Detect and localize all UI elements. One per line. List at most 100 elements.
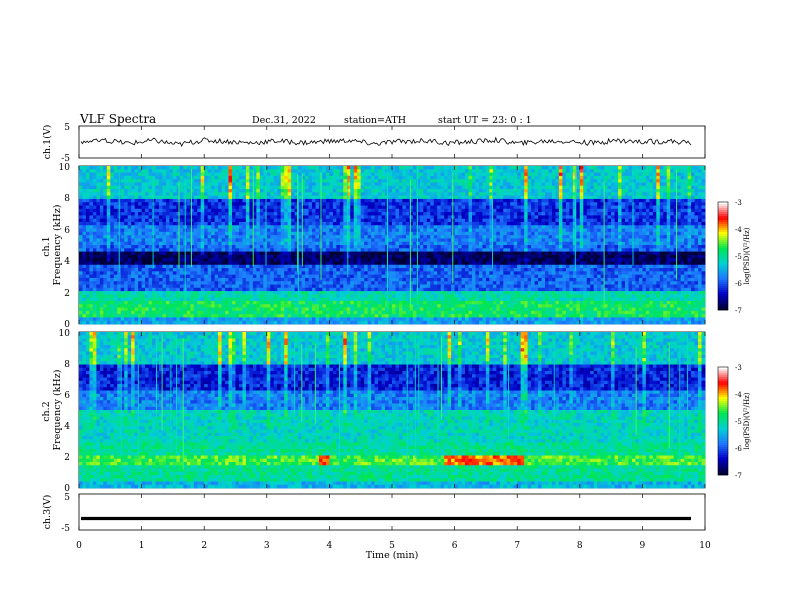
spectrogram-cell — [145, 169, 149, 173]
spectrogram-cell — [79, 264, 83, 269]
spectrogram-cell — [437, 284, 442, 289]
spectrogram-cell — [312, 294, 316, 299]
spectrogram-cell — [301, 271, 306, 276]
spectrogram-cell — [134, 212, 139, 216]
spectrogram-cell — [332, 212, 337, 216]
spectrogram-cell — [218, 218, 222, 223]
spectrogram-cell — [266, 287, 271, 292]
spectrogram-cell — [280, 179, 285, 183]
spectrogram-cell — [238, 192, 243, 197]
spectrogram-cell — [162, 294, 167, 299]
spectrogram-cell — [138, 175, 142, 180]
spectrogram-cell — [148, 274, 153, 279]
spectrogram-cell — [398, 245, 403, 249]
spectrogram-cell — [426, 248, 431, 252]
spectrogram-cell — [235, 300, 240, 305]
spectrogram-cell — [211, 189, 216, 193]
spectrogram-cell — [430, 307, 435, 312]
spectrogram-cell — [232, 314, 236, 318]
spectrogram-cell — [423, 277, 428, 282]
spectrogram-cell — [329, 198, 334, 203]
spectrogram-cell — [325, 251, 330, 256]
spectrogram-cell — [291, 277, 296, 282]
spectrogram-cell — [197, 212, 202, 216]
spectrogram-cell — [228, 202, 233, 206]
spectrogram-cell — [176, 317, 181, 322]
spectrogram-cell — [273, 248, 278, 252]
spectrogram-cell — [225, 228, 229, 233]
spectrogram-cell — [419, 195, 424, 200]
spectrogram-cell — [256, 274, 261, 279]
spectrogram-cell — [110, 304, 115, 308]
spectrogram-cell — [92, 182, 97, 187]
spectrogram-cell — [364, 297, 369, 302]
spectrogram-cell — [367, 291, 372, 295]
spectrogram-cell — [426, 198, 431, 203]
spectrogram-cell — [312, 254, 316, 259]
spectrogram-cell — [402, 182, 407, 187]
spectrogram-cell — [155, 268, 160, 272]
spectrogram-cell — [426, 166, 431, 170]
spectrogram-cell — [409, 175, 414, 180]
spectrogram-cell — [423, 238, 428, 243]
spectrogram-cell — [398, 208, 403, 213]
spectrogram-cell — [350, 231, 355, 236]
spectrogram-cell — [211, 202, 216, 206]
spectrogram-cell — [256, 248, 261, 252]
spectrogram-cell — [426, 304, 431, 308]
spectrogram-cell — [437, 254, 442, 259]
spectrogram-cell — [148, 271, 153, 276]
spectrogram-cell — [85, 169, 90, 173]
spectrogram-cell — [339, 314, 344, 318]
spectrogram-cell — [398, 277, 403, 282]
spectrogram-cell — [402, 297, 407, 302]
spectrogram-cell — [179, 205, 184, 210]
spectrogram-cell — [176, 297, 181, 302]
spectrogram-cell — [367, 294, 372, 299]
spectrogram-cell — [79, 251, 83, 256]
spectrogram-cell — [419, 291, 424, 295]
spectrogram-cell — [242, 284, 247, 289]
spectrogram-cell — [294, 304, 299, 308]
spectrogram-cell — [336, 241, 341, 246]
spectrogram-cell — [242, 307, 247, 312]
spectrogram-cell — [339, 205, 344, 210]
spectrogram-cell — [82, 185, 87, 190]
spectrogram-cell — [134, 300, 139, 305]
spectrogram-cell — [204, 218, 209, 223]
spectrogram-cell — [127, 304, 132, 308]
spectrogram-cell — [92, 300, 97, 305]
spectrogram-cell — [193, 317, 198, 322]
spectrogram-cell — [197, 205, 202, 210]
spectrogram-cell — [134, 208, 139, 213]
spectrogram-cell — [232, 287, 236, 292]
spectrogram-cell — [312, 202, 316, 206]
spectrogram-cell — [305, 175, 309, 180]
spectrogram-cell — [322, 254, 327, 259]
spectrogram-cell — [430, 189, 435, 193]
spectrogram-cell — [197, 238, 202, 243]
spectrogram-cell — [301, 218, 306, 223]
spectrogram-cell — [350, 245, 355, 249]
spectrogram-cell — [301, 231, 306, 236]
spectrogram-cell — [381, 202, 386, 206]
spectrogram-cell — [371, 307, 376, 312]
spectrogram-cell — [405, 271, 410, 276]
spectrogram-cell — [145, 215, 149, 220]
spectrogram-cell — [106, 258, 111, 262]
spectrogram-cell — [120, 251, 125, 256]
spectrogram-cell — [141, 198, 146, 203]
spectrogram-cell — [378, 192, 382, 197]
spectrogram-cell — [197, 314, 202, 318]
spectrogram-cell — [308, 212, 313, 216]
spectrogram-cell — [430, 231, 435, 236]
spectrogram-cell — [162, 169, 167, 173]
spectrogram-cell — [336, 294, 341, 299]
spectrogram-cell — [409, 198, 414, 203]
spectrogram-cell — [117, 307, 122, 312]
spectrogram-cell — [357, 310, 362, 315]
spectrogram-cell — [232, 281, 236, 285]
spectrogram-cell — [200, 225, 205, 229]
spectrogram-cell — [263, 277, 268, 282]
